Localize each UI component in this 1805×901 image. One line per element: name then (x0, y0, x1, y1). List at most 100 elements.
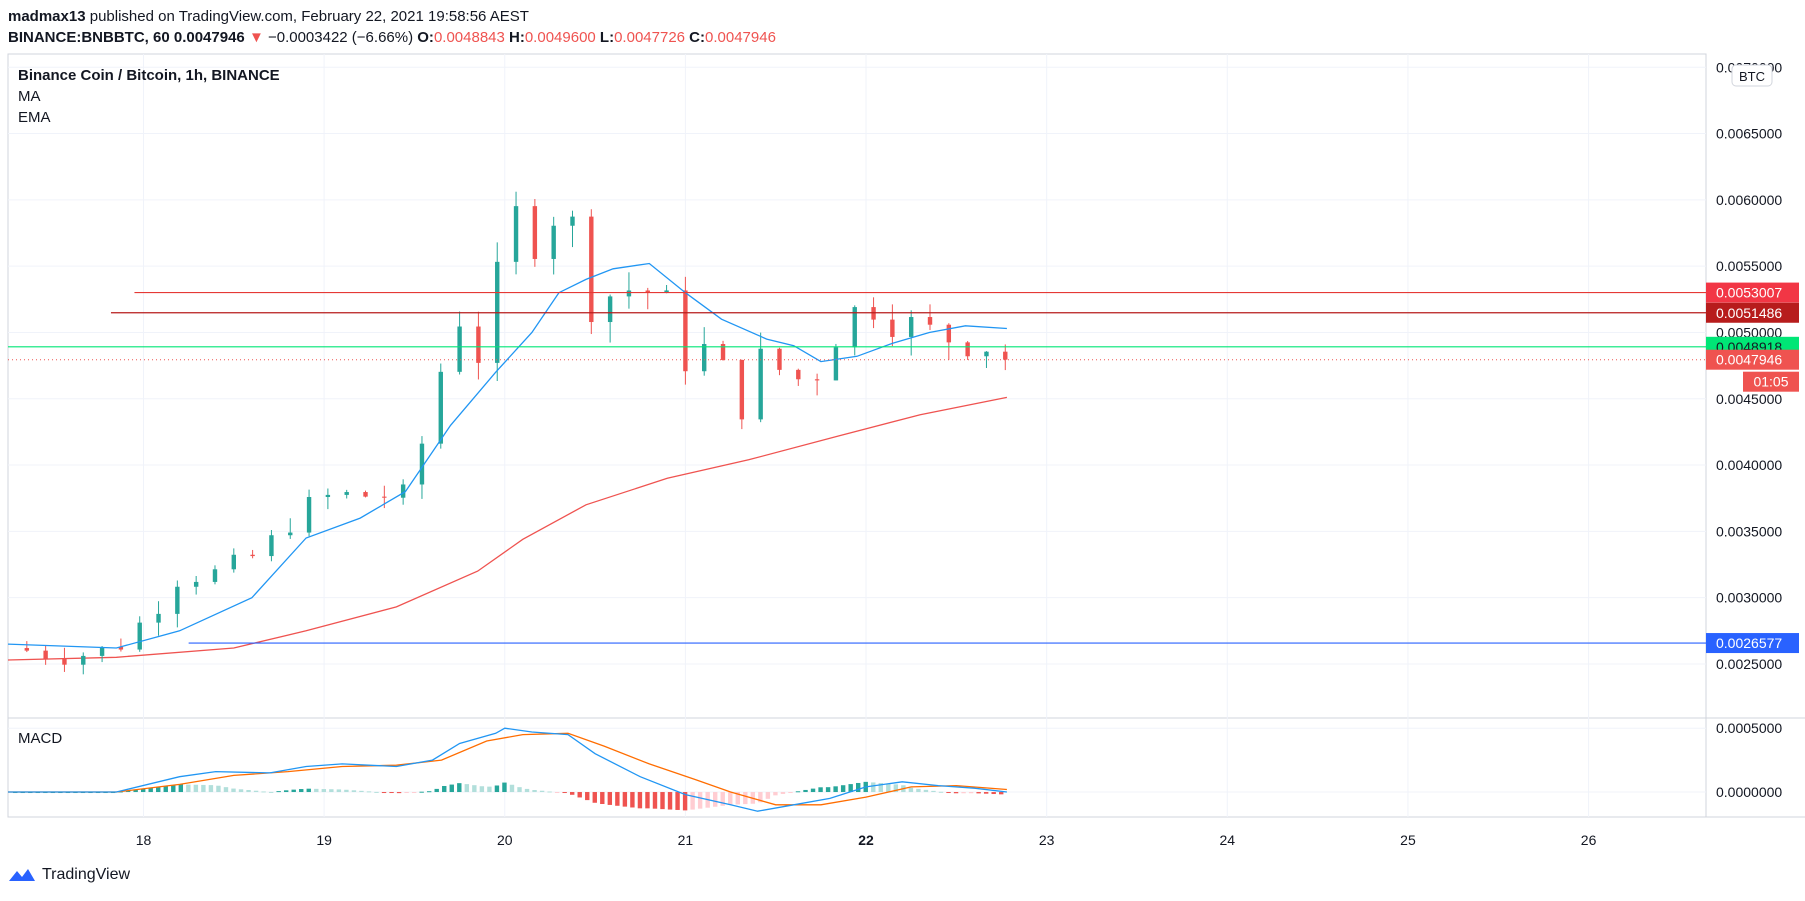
candle-body (702, 344, 707, 372)
low-value: 0.0047726 (614, 29, 685, 46)
macd-bar (479, 786, 485, 793)
candle-body (193, 581, 199, 587)
macd-bar (833, 786, 838, 793)
macd-legend[interactable]: MACD (18, 730, 63, 747)
candles (24, 191, 1008, 675)
candle-body (476, 326, 481, 363)
macd-bar (396, 792, 402, 794)
macd-bar (133, 789, 138, 793)
macd-bar (411, 792, 417, 794)
change-value: −0.0003422 (−6.66%) (267, 29, 414, 46)
candle-body (739, 359, 745, 420)
macd-bar (690, 792, 695, 810)
candle-body (927, 317, 933, 325)
macd-bar (186, 784, 191, 793)
macd-bar (426, 791, 432, 793)
macd-bar (253, 790, 259, 793)
published-text: published on TradingView.com, February 2… (89, 8, 529, 25)
candle-body (81, 655, 86, 665)
macd-bar (208, 785, 214, 793)
symbol-label: BINANCE:BNBBTC, 60 (8, 29, 170, 46)
macd-bar (637, 792, 643, 809)
candle-body (833, 347, 839, 381)
candle-body (570, 216, 575, 226)
candle-body (513, 206, 519, 262)
author-name[interactable]: madmax13 (8, 8, 86, 25)
candle-body (363, 492, 368, 497)
macd-bar (652, 792, 658, 809)
macd-bar (306, 788, 311, 793)
macd-bar (148, 787, 153, 793)
ema-legend[interactable]: EMA (18, 109, 51, 126)
macd-bar (374, 791, 379, 793)
y-tick-label: 0.0060000 (1716, 192, 1782, 208)
macd-bar (268, 791, 274, 793)
candle-body (99, 646, 105, 656)
publish-info: madmax13 published on TradingView.com, F… (8, 8, 529, 25)
ma-line (7, 262, 1007, 649)
candle-body (212, 569, 218, 582)
macd-bar (336, 789, 342, 793)
candle-body (551, 225, 556, 259)
macd-bar (712, 792, 718, 807)
x-tick-label: 26 (1581, 832, 1597, 848)
macd-bar (788, 792, 793, 794)
macd-bar (389, 792, 394, 794)
candle-body (720, 344, 726, 360)
macd-bar (562, 792, 567, 794)
macd-bar (645, 792, 650, 809)
macd-bar (968, 792, 974, 794)
candle-body (24, 648, 30, 651)
macd-bar (615, 792, 620, 806)
macd-bar (201, 784, 206, 793)
ma-legend[interactable]: MA (18, 88, 41, 105)
macd-bar (667, 792, 673, 810)
macd-bar (780, 792, 786, 794)
macd-bar (630, 792, 635, 808)
candle-body (438, 371, 443, 444)
price-axis-label: 0.0026577 (1716, 635, 1782, 651)
y-tick-label: 0.0030000 (1716, 590, 1782, 606)
macd-bar (261, 791, 266, 793)
macd-bar (276, 791, 281, 793)
y-tick-label: 0.0035000 (1716, 523, 1782, 539)
macd-bar (916, 788, 921, 793)
macd-bar (795, 791, 801, 793)
macd-bar (961, 792, 966, 794)
x-tick-label: 21 (678, 832, 694, 848)
x-tick-label: 23 (1039, 832, 1055, 848)
chart-title: Binance Coin / Bitcoin, 1h, BINANCE (18, 67, 280, 84)
macd-bar (622, 792, 628, 807)
candle-body (118, 646, 124, 650)
macd-bar (592, 792, 597, 803)
macd-bar (321, 789, 327, 793)
candle-body (645, 290, 650, 293)
candle-body (250, 554, 255, 557)
candle-body (382, 496, 387, 498)
macd-bar (291, 789, 296, 793)
macd-bar (728, 792, 733, 805)
macd-bar (999, 792, 1004, 795)
macd-bar (878, 783, 883, 793)
macd-bar (938, 791, 944, 793)
macd-bar (946, 792, 951, 794)
high-label: H: (509, 29, 525, 46)
macd-bar (314, 788, 319, 793)
macd-signal-line (8, 732, 1007, 806)
macd-bar (299, 789, 304, 793)
y-tick-label: 0.0040000 (1716, 457, 1782, 473)
candle-body (965, 342, 970, 357)
candle-body (62, 658, 67, 665)
macd-bar (983, 792, 989, 794)
tradingview-brand[interactable]: TradingView (8, 866, 130, 884)
macd-bar (238, 789, 244, 793)
x-tick-label: 18 (136, 832, 152, 848)
macd-bar (585, 792, 590, 801)
y-tick-label: 0.0065000 (1716, 126, 1782, 142)
y-tick-label: 0.0025000 (1716, 656, 1782, 672)
macd-bar (494, 785, 500, 793)
candle-body (269, 535, 274, 557)
currency-label: BTC (1739, 69, 1765, 84)
candle-body (175, 586, 180, 614)
